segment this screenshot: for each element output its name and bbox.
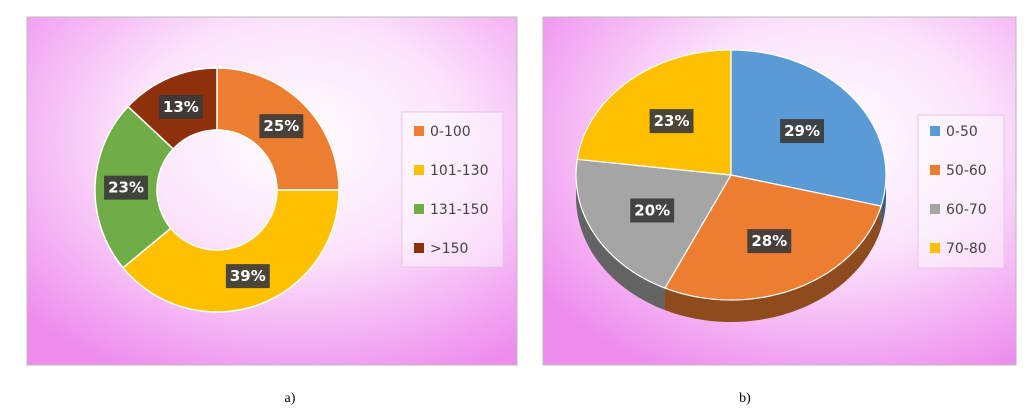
data-label-box [104,175,148,200]
legend-box [401,111,504,268]
legend-label: 0-50 [946,124,978,140]
data-label-box [259,114,304,139]
legend-swatch [930,243,940,253]
legend-label: 0-100 [430,124,471,140]
caption: a) [285,391,296,406]
legend-label: 101-130 [430,163,489,179]
data-label: 23% [108,179,144,197]
data-label: 23% [654,112,690,130]
data-label: 13% [163,98,199,116]
legend-swatch [930,204,940,214]
legend-swatch [414,165,424,175]
legend-swatch [930,126,940,136]
legend-label: 60-70 [946,202,987,218]
data-label: 28% [751,232,787,250]
legend-label: 131-150 [430,202,489,218]
data-label-box [649,109,694,134]
legend-swatch [414,126,424,136]
legend-swatch [930,165,940,175]
data-label: 39% [230,267,266,285]
legend-box [917,114,1005,269]
legend-label: >150 [430,241,468,257]
legend-label: 70-80 [946,241,987,257]
pie-slice-side [665,206,882,322]
legend-swatch [414,243,424,253]
legend-label: 50-60 [946,163,987,179]
data-label: 20% [634,201,670,219]
data-label-box [630,198,675,223]
pie-slice [575,158,732,289]
legend-swatch [414,204,424,214]
pie-slice-side [881,175,886,229]
caption: b) [739,391,751,406]
data-label-box [747,229,792,254]
data-label: 25% [263,117,299,135]
data-label-box [158,94,203,119]
data-label-box [225,264,270,289]
pie-slice-side [576,175,665,311]
data-label: 29% [784,122,820,140]
data-label-box [780,119,824,144]
